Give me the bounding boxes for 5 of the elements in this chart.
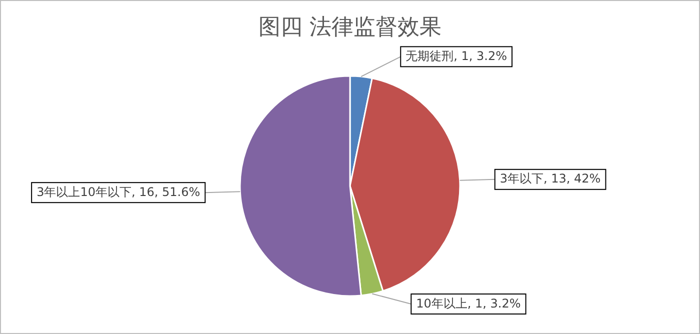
slice-label: 10年以上, 1, 3.2% [416,296,521,310]
slice-label: 3年以下, 13, 42% [500,172,601,186]
slice-label: 无期徒刑, 1, 3.2% [406,48,508,63]
slice-label: 3年以上10年以下, 16, 51.6% [36,184,200,199]
chart-title: 图四 法律监督效果 [258,15,442,40]
